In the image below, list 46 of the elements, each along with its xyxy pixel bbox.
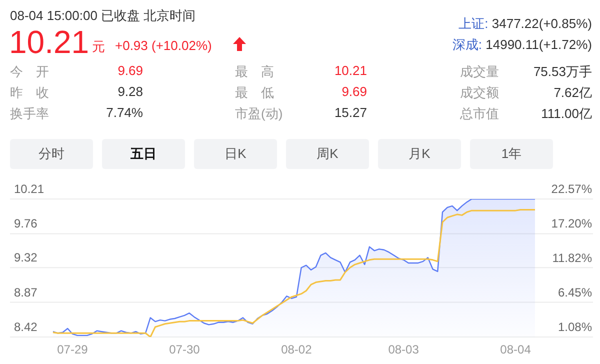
y-tick-label: 9.76 — [14, 216, 38, 231]
text: 9.69 — [342, 84, 367, 99]
text: 最 低 — [235, 84, 274, 102]
text: 7.62亿 — [554, 84, 592, 102]
y2-tick-label: 22.57% — [551, 182, 592, 196]
text: 9.28 — [118, 84, 143, 99]
text: 上证: — [458, 16, 488, 31]
y2-tick-label: 1.08% — [558, 320, 592, 334]
text: 昨 收 — [10, 84, 49, 102]
text: 深成: — [452, 37, 482, 52]
y2-tick-label: 11.82% — [552, 251, 592, 266]
x-tick-label: 08-04 — [500, 342, 532, 357]
y-tick-label: 8.87 — [14, 285, 38, 300]
text: 9.69 — [118, 63, 143, 78]
chart-title: 08-04 15:00:00 已收盘 北京时间 — [10, 7, 196, 25]
text: 3477.22(+0.85%) — [492, 16, 592, 31]
text: 7.74% — [106, 105, 143, 120]
text: 元 — [92, 38, 105, 56]
x-tick-label: 08-03 — [388, 342, 420, 357]
text: 14990.11(+1.72%) — [486, 37, 592, 52]
y-tick-label: 8.42 — [14, 320, 38, 334]
text: 成交量 — [460, 63, 499, 81]
text: 15.27 — [334, 105, 367, 120]
text: 换手率 — [10, 105, 49, 123]
y-tick-label: 9.32 — [14, 250, 38, 265]
text: 10.21 — [334, 63, 367, 78]
text: 最 高 — [235, 63, 274, 81]
text: 分时 — [10, 139, 93, 169]
text: 月K — [378, 139, 461, 169]
text: 1年 — [470, 139, 553, 169]
y-tick-label: 10.21 — [14, 182, 44, 196]
text: 日K — [194, 139, 277, 169]
y2-tick-label: 6.45% — [558, 286, 592, 300]
x-tick-label: 08-02 — [281, 342, 312, 357]
text: 周K — [286, 139, 369, 169]
text: +0.93 (+10.02%) — [115, 38, 212, 53]
text: 成交额 — [460, 84, 499, 102]
text: 总市值 — [460, 105, 499, 123]
text: 75.53万手 — [533, 63, 592, 81]
x-tick-label: 07-30 — [169, 342, 200, 357]
text: 市盈(动) — [235, 105, 283, 123]
text: 111.00亿 — [541, 105, 592, 123]
x-tick-label: 07-29 — [57, 342, 88, 357]
text: 今 开 — [10, 63, 49, 81]
y2-tick-label: 17.20% — [551, 216, 592, 230]
text: 五日 — [102, 139, 185, 169]
